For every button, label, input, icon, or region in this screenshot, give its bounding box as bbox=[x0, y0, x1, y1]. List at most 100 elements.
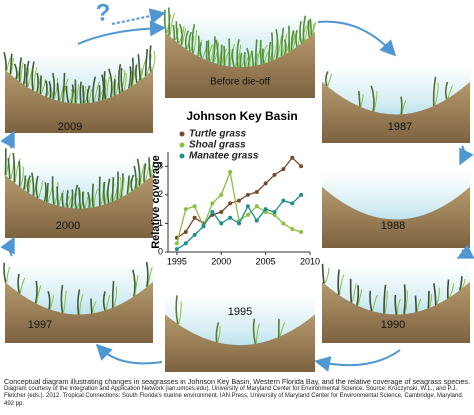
caption-title: Conceptual diagram illustrating changes … bbox=[4, 377, 470, 386]
seagrass-blade bbox=[6, 266, 11, 283]
seagrass-blade bbox=[150, 161, 155, 177]
seagrass-blade bbox=[66, 190, 69, 208]
seagrass-blade bbox=[277, 35, 283, 59]
seagrass-blade bbox=[178, 301, 182, 325]
cycle-arrow bbox=[77, 20, 166, 45]
seagrass-blade bbox=[105, 76, 110, 100]
seagrass-blade bbox=[207, 44, 213, 61]
seagrass-blade bbox=[27, 175, 31, 193]
seagrass-blade bbox=[373, 90, 378, 112]
seagrass-blade bbox=[460, 278, 466, 291]
seagrass-blade bbox=[36, 285, 42, 304]
seagrass-blade bbox=[199, 42, 203, 59]
panel-label: 1990 bbox=[381, 319, 405, 331]
seagrass-blade bbox=[35, 175, 39, 199]
seagrass-blade bbox=[172, 24, 176, 41]
caption-credit: Diagram courtesy of the Integration and … bbox=[4, 386, 464, 407]
seagrass-blade bbox=[65, 85, 70, 104]
data-point bbox=[290, 227, 295, 232]
seagrass-blade bbox=[20, 62, 24, 82]
seagrass-blade bbox=[259, 40, 263, 65]
seagrass-blade bbox=[82, 85, 85, 104]
seagrass-blade bbox=[113, 79, 116, 96]
chart-title: Johnson Key Basin bbox=[186, 109, 297, 123]
seagrass-blade bbox=[132, 63, 138, 87]
seagrass-blade bbox=[396, 298, 401, 315]
seagrass-blade bbox=[45, 80, 48, 97]
panel bbox=[163, 7, 317, 98]
seagrass-blade bbox=[33, 67, 38, 91]
seagrass-blade bbox=[101, 74, 105, 101]
panel-label: 1995 bbox=[228, 306, 252, 318]
seagrass-blade bbox=[56, 186, 59, 206]
seagrass-blade bbox=[188, 31, 192, 52]
seagrass-blade bbox=[302, 15, 307, 42]
seagrass-blade bbox=[98, 85, 101, 102]
seagrass-blade bbox=[290, 30, 295, 51]
seagrass-blade bbox=[252, 318, 257, 345]
seagrass-blade bbox=[12, 152, 16, 183]
seagrass-blade bbox=[40, 79, 46, 95]
seagrass-blade bbox=[70, 84, 74, 104]
seagrass-blade bbox=[23, 175, 27, 190]
data-point bbox=[272, 172, 277, 177]
seagrass-blade bbox=[169, 12, 175, 36]
seagrass-blade bbox=[175, 295, 179, 325]
panel-sediment bbox=[5, 69, 153, 133]
seagrass-blade bbox=[120, 69, 126, 94]
seagrass-blade bbox=[53, 78, 59, 100]
seagrass-blade bbox=[280, 27, 285, 57]
seagrass-blade bbox=[134, 274, 139, 297]
seagrass-blade bbox=[404, 290, 408, 315]
seagrass-blade bbox=[34, 280, 38, 304]
seagrass-blade bbox=[60, 284, 64, 314]
cycle-arrow bbox=[0, 130, 15, 149]
seagrass-blade bbox=[250, 50, 255, 67]
data-point bbox=[210, 210, 215, 214]
y-tick-label: 2 bbox=[158, 189, 163, 199]
seagrass-blade bbox=[446, 279, 450, 299]
data-point bbox=[210, 201, 215, 206]
seagrass-blade bbox=[321, 263, 325, 284]
seagrass-blade bbox=[243, 52, 246, 68]
seagrass-blade bbox=[39, 75, 42, 95]
seagrass-blade bbox=[432, 76, 437, 107]
seagrass-blade bbox=[403, 284, 406, 315]
seagrass-blade bbox=[144, 167, 150, 183]
seagrass-blade bbox=[215, 39, 219, 65]
panel-sediment bbox=[322, 186, 470, 248]
seagrass-blade bbox=[59, 86, 64, 102]
seagrass-blade bbox=[22, 63, 26, 85]
seagrass-blade bbox=[103, 79, 107, 101]
seagrass-blade bbox=[147, 266, 153, 288]
seagrass-blade bbox=[77, 289, 81, 315]
legend-label: Turtle grass bbox=[189, 129, 246, 140]
seagrass-blade bbox=[219, 44, 223, 65]
seagrass-blade bbox=[191, 24, 196, 54]
seagrass-blade bbox=[212, 36, 216, 63]
panel-sediment bbox=[165, 31, 315, 98]
seagrass-blade bbox=[102, 291, 106, 311]
seagrass-blade bbox=[116, 171, 119, 200]
seagrass-blade bbox=[103, 71, 107, 100]
seagrass-blade bbox=[126, 175, 130, 195]
data-point bbox=[237, 198, 241, 203]
panel-label: 2000 bbox=[56, 220, 80, 232]
seagrass-blade bbox=[9, 53, 13, 75]
x-tick-label: 2005 bbox=[256, 256, 276, 266]
seagrass-blade bbox=[7, 157, 11, 180]
seagrass-blade bbox=[114, 82, 119, 96]
seagrass-blade bbox=[324, 267, 330, 284]
seagrass-blade bbox=[299, 20, 303, 44]
seagrass-blade bbox=[90, 298, 93, 314]
seagrass-blade bbox=[92, 301, 97, 314]
panel bbox=[322, 65, 470, 143]
panel-label: 1997 bbox=[28, 319, 52, 331]
seagrass-blade bbox=[105, 295, 111, 311]
seagrass-blade bbox=[236, 39, 240, 68]
seagrass-blade bbox=[327, 74, 333, 87]
data-point bbox=[219, 210, 224, 214]
seagrass-blade bbox=[447, 85, 453, 100]
panel-sediment bbox=[322, 281, 470, 343]
data-point bbox=[228, 201, 233, 206]
